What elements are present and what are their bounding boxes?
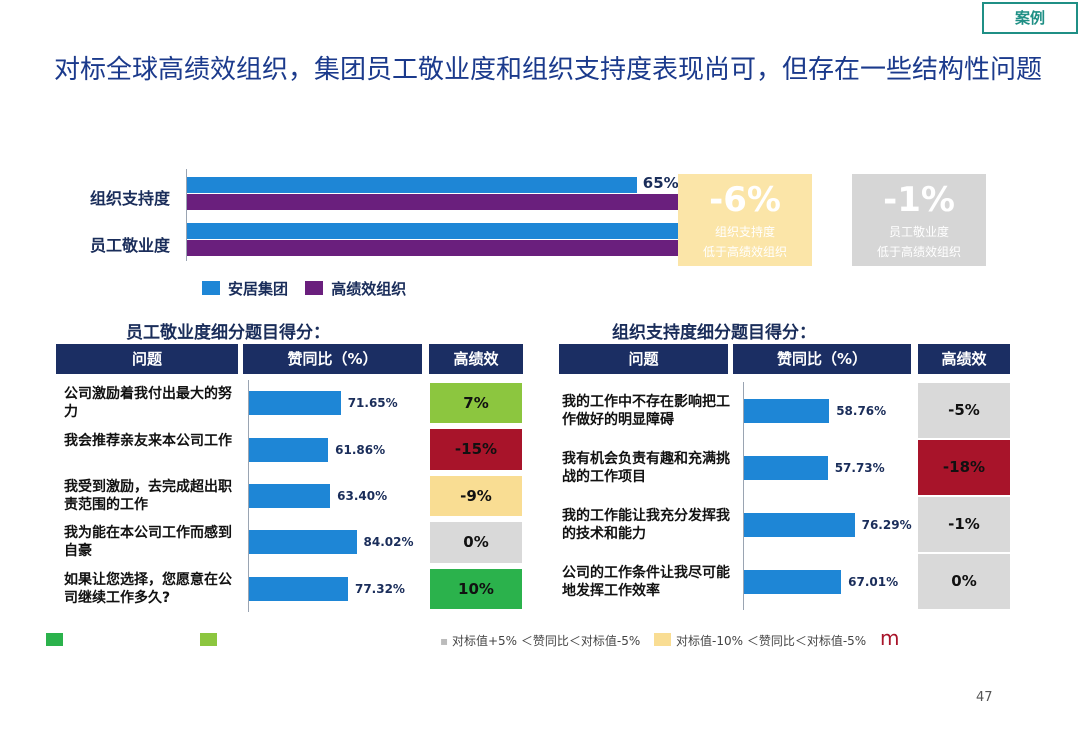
column-header: 高绩效 [918, 344, 1010, 374]
agreement-value: 76.29% [861, 517, 912, 532]
category-label: 组织支持度 [90, 189, 171, 208]
kpi-label: 员工敬业度 [888, 225, 949, 239]
support-section-title: 组织支持度细分题目得分： [612, 323, 816, 343]
footer-legend-text: 对标值-10% ＜赞同比＜对标值-5% [676, 632, 866, 649]
page-number: 47 [976, 690, 993, 705]
agreement-value: 71.65% [347, 396, 398, 411]
question-text: 公司激励着我付出最大的努力 [64, 386, 232, 421]
benchmark-gap-cell: -5% [918, 383, 1010, 438]
question-text: 我有机会负责有趣和充满挑战的工作项目 [562, 450, 730, 485]
agreement-value: 58.76% [836, 403, 887, 418]
legend-text-2: 对标值-10% ＜赞同比＜对标值-5% [676, 634, 867, 648]
bar-axis [743, 382, 744, 610]
agreement-bar [249, 391, 341, 416]
agreement-value: 84.02% [363, 535, 414, 550]
engagement-section-title: 员工敬业度细分题目得分： [126, 323, 330, 343]
legend-item: 安居集团 [202, 278, 288, 299]
question-text: 我为能在本公司工作而感到自豪 [64, 525, 232, 560]
benchmark-gap-cell: 0% [918, 554, 1010, 609]
chart-bar [187, 240, 693, 256]
case-badge: 案例 [982, 2, 1078, 34]
legend-swatch [305, 281, 324, 295]
legend-item: 高绩效组织 [305, 278, 406, 299]
benchmark-gap-cell: -1% [918, 497, 1010, 552]
legend-swatch [202, 281, 220, 295]
agreement-bar [744, 569, 842, 594]
column-header: 问题 [56, 344, 238, 374]
kpi-org-support: -6% 组织支持度 低于高绩效组织 [678, 174, 812, 266]
kpi-value: -6% [709, 180, 781, 220]
question-text: 我受到激励，去完成超出职责范围的工作 [64, 479, 232, 513]
column-header: 赞同比（%） [733, 344, 911, 374]
agreement-value: 77.32% [354, 581, 405, 596]
agreement-bar [249, 437, 329, 462]
chart-bar [187, 223, 686, 239]
legend-label: 高绩效组织 [331, 280, 407, 298]
bar-value-label: 65% [642, 174, 679, 192]
agreement-value: 57.73% [834, 460, 885, 475]
agreement-bar [744, 512, 855, 537]
benchmark-gap-cell: 10% [430, 568, 522, 609]
legend-mark: m [880, 626, 900, 650]
agreement-bar [249, 530, 357, 555]
chart-bar [187, 177, 637, 193]
benchmark-gap-cell: -9% [430, 475, 522, 517]
agreement-value: 61.86% [335, 442, 386, 457]
agreement-value: 67.01% [848, 574, 899, 589]
kpi-engagement: -1% 员工敬业度 低于高绩效组织 [852, 174, 986, 266]
question-text: 如果让您选择，您愿意在公司继续工作多久? [64, 571, 232, 606]
benchmark-gap-cell: -18% [918, 440, 1010, 495]
kpi-label: 低于高绩效组织 [876, 245, 961, 259]
kpi-label: 低于高绩效组织 [702, 245, 787, 259]
benchmark-gap-cell: -15% [430, 429, 522, 470]
footer-legend-text: ▪ 对标值+5% ＜赞同比＜对标值-5% [440, 634, 641, 648]
column-header: 高绩效 [429, 344, 523, 374]
page-title: 对标全球高绩效组织，集团员工敬业度和组织支持度表现尚可，但存在一些结构性问题 [54, 55, 1043, 85]
legend-text-1: 对标值+5% ＜赞同比＜对标值-5% [451, 634, 641, 648]
column-header: 赞同比（%） [243, 344, 422, 374]
kpi-label: 组织支持度 [714, 225, 775, 239]
agreement-bar [744, 455, 828, 480]
kpi-value: -1% [883, 180, 955, 220]
agreement-bar [744, 398, 830, 423]
benchmark-gap-cell: 0% [430, 522, 522, 563]
benchmark-gap-cell: 7% [430, 383, 522, 424]
legend-swatch-dark-green [46, 633, 63, 646]
chart-bar [187, 194, 679, 210]
agreement-value: 63.40% [337, 489, 388, 503]
legend-label: 安居集团 [228, 280, 289, 298]
agreement-bar [249, 484, 331, 508]
question-text: 我会推荐亲友来本公司工作 [64, 432, 232, 449]
chart-axis [186, 169, 187, 261]
chart-legend: 安居集团 高绩效组织 [202, 278, 418, 299]
legend-swatch-light-green [200, 633, 217, 646]
bar-axis [248, 380, 249, 612]
agreement-bar [249, 576, 348, 601]
question-text: 公司的工作条件让我尽可能地发挥工作效率 [562, 564, 730, 599]
category-label: 员工敬业度 [90, 236, 171, 255]
question-text: 我的工作能让我充分发挥我的技术和能力 [562, 507, 730, 542]
column-header: 问题 [559, 344, 728, 374]
legend-swatch-yellow [654, 633, 671, 646]
question-text: 我的工作中不存在影响把工作做好的明显障碍 [562, 393, 730, 428]
